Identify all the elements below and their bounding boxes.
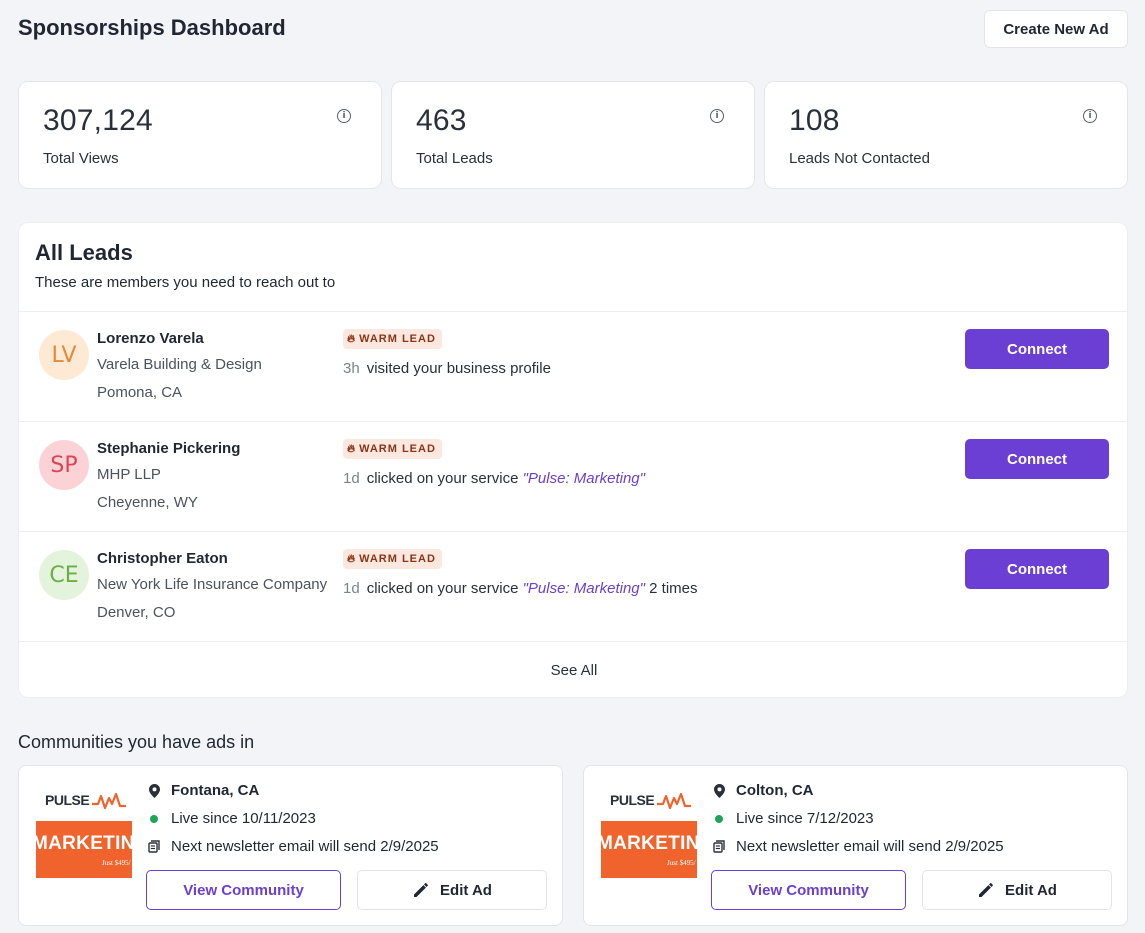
newsletter-icon	[712, 840, 726, 853]
logo-price-text: Just $495/	[102, 859, 131, 867]
ad-city: Colton, CA	[736, 782, 814, 799]
connect-button[interactable]: Connect	[965, 439, 1109, 479]
all-leads-panel: All Leads These are members you need to …	[18, 222, 1128, 698]
connect-button[interactable]: Connect	[965, 329, 1109, 369]
location-pin-icon	[147, 783, 161, 798]
edit-ad-button[interactable]: Edit Ad	[357, 870, 547, 910]
view-community-button[interactable]: View Community	[146, 870, 341, 910]
pulse-wave-icon	[657, 792, 691, 810]
communities-title: Communities you have ads in	[18, 732, 255, 752]
stat-card-total-leads: 463 Total Leads i	[391, 81, 755, 189]
logo-marketing-block: MARKETING Just $495/	[36, 821, 132, 878]
create-new-ad-button[interactable]: Create New Ad	[984, 10, 1128, 48]
activity-time: 3h	[343, 360, 360, 377]
lead-location: Cheyenne, WY	[97, 494, 198, 511]
logo-pulse-text: PULSE	[45, 792, 90, 808]
edit-ad-label: Edit Ad	[440, 881, 492, 899]
activity-text: clicked on your service	[366, 470, 519, 487]
live-status-icon	[147, 814, 161, 823]
stat-value: 307,124	[43, 104, 153, 137]
warm-lead-label: WARM LEAD	[359, 333, 436, 345]
ad-location: Fontana, CA	[147, 782, 259, 799]
logo-marketing-text: MARKETING	[601, 833, 697, 854]
warm-lead-badge: 🔥︎ WARM LEAD	[343, 549, 442, 569]
logo-marketing-block: MARKETING Just $495/	[601, 821, 697, 878]
lead-row: LV Lorenzo Varela Varela Building & Desi…	[19, 311, 1127, 421]
location-pin-icon	[712, 783, 726, 798]
see-all-button[interactable]: See All	[19, 641, 1127, 697]
flame-icon: 🔥︎	[347, 332, 357, 345]
activity-text: visited your business profile	[366, 360, 551, 377]
info-icon[interactable]: i	[337, 109, 351, 123]
stat-value: 108	[789, 104, 840, 137]
stat-label: Total Leads	[416, 150, 493, 167]
pulse-wave-icon	[92, 792, 126, 810]
connect-button[interactable]: Connect	[965, 549, 1109, 589]
warm-lead-badge: 🔥︎ WARM LEAD	[343, 329, 442, 349]
stat-label: Total Views	[43, 150, 119, 167]
page-title: Sponsorships Dashboard	[18, 15, 286, 40]
stats-row: 307,124 Total Views i 463 Total Leads i …	[18, 81, 1128, 189]
lead-company: Varela Building & Design	[97, 356, 262, 373]
logo-marketing-text: MARKETING	[36, 833, 132, 854]
live-status-icon	[712, 814, 726, 823]
logo-price-text: Just $495/	[667, 859, 696, 867]
activity-text: clicked on your service	[366, 580, 519, 597]
ad-live-status: Live since 7/12/2023	[712, 810, 874, 827]
live-since-text: Live since 7/12/2023	[736, 810, 874, 827]
ad-location: Colton, CA	[712, 782, 813, 799]
newsletter-text: Next newsletter email will send 2/9/2025	[736, 838, 1004, 855]
stat-card-total-views: 307,124 Total Views i	[18, 81, 382, 189]
avatar[interactable]: CE	[39, 550, 89, 600]
avatar[interactable]: SP	[39, 440, 89, 490]
flame-icon: 🔥︎	[347, 442, 357, 455]
ad-newsletter: Next newsletter email will send 2/9/2025	[147, 838, 439, 855]
pencil-icon	[979, 883, 993, 897]
ad-newsletter: Next newsletter email will send 2/9/2025	[712, 838, 1004, 855]
info-icon[interactable]: i	[1083, 109, 1097, 123]
lead-location: Denver, CO	[97, 604, 176, 621]
stat-value: 463	[416, 104, 467, 137]
pencil-icon	[414, 883, 428, 897]
view-community-button[interactable]: View Community	[711, 870, 906, 910]
lead-company: New York Life Insurance Company	[97, 576, 328, 593]
activity-time: 1d	[343, 580, 360, 597]
leads-title: All Leads	[35, 240, 133, 265]
lead-location: Pomona, CA	[97, 384, 183, 401]
lead-row: SP Stephanie Pickering MHP LLP Cheyenne,…	[19, 421, 1127, 531]
logo-pulse-text: PULSE	[610, 792, 655, 808]
pulse-marketing-logo: PULSE MARKETING Just $495/	[601, 788, 697, 878]
live-since-text: Live since 10/11/2023	[171, 810, 316, 827]
lead-company: MHP LLP	[97, 466, 161, 483]
lead-name[interactable]: Lorenzo Varela	[97, 330, 204, 347]
avatar[interactable]: LV	[39, 330, 89, 380]
ad-city: Fontana, CA	[171, 782, 260, 799]
leads-subtitle: These are members you need to reach out …	[35, 274, 336, 291]
lead-name[interactable]: Christopher Eaton	[97, 550, 228, 567]
pulse-marketing-logo: PULSE MARKETING Just $495/	[36, 788, 132, 878]
lead-activity: 1d clicked on your service "Pulse: Market…	[343, 470, 645, 487]
stat-card-leads-not-contacted: 108 Leads Not Contacted i	[764, 81, 1128, 189]
ad-live-status: Live since 10/11/2023	[147, 810, 316, 827]
newsletter-icon	[147, 840, 161, 853]
info-icon[interactable]: i	[710, 109, 724, 123]
stat-label: Leads Not Contacted	[789, 150, 930, 167]
edit-ad-button[interactable]: Edit Ad	[922, 870, 1112, 910]
service-link[interactable]: "Pulse: Marketing"	[522, 470, 645, 487]
lead-activity: 1d clicked on your service "Pulse: Market…	[343, 580, 698, 597]
warm-lead-label: WARM LEAD	[359, 443, 436, 455]
newsletter-text: Next newsletter email will send 2/9/2025	[171, 838, 439, 855]
flame-icon: 🔥︎	[347, 552, 357, 565]
warm-lead-label: WARM LEAD	[359, 553, 436, 565]
activity-count: 2 times	[649, 580, 698, 597]
lead-activity: 3h visited your business profile	[343, 360, 551, 377]
warm-lead-badge: 🔥︎ WARM LEAD	[343, 439, 442, 459]
activity-time: 1d	[343, 470, 360, 487]
lead-row: CE Christopher Eaton New York Life Insur…	[19, 531, 1127, 641]
service-link[interactable]: "Pulse: Marketing"	[522, 580, 645, 597]
edit-ad-label: Edit Ad	[1005, 881, 1057, 899]
community-ad-card: PULSE MARKETING Just $495/ Colton, CA Li…	[583, 765, 1128, 926]
lead-name[interactable]: Stephanie Pickering	[97, 440, 241, 457]
community-ad-card: PULSE MARKETING Just $495/ Fontana, CA L…	[18, 765, 563, 926]
